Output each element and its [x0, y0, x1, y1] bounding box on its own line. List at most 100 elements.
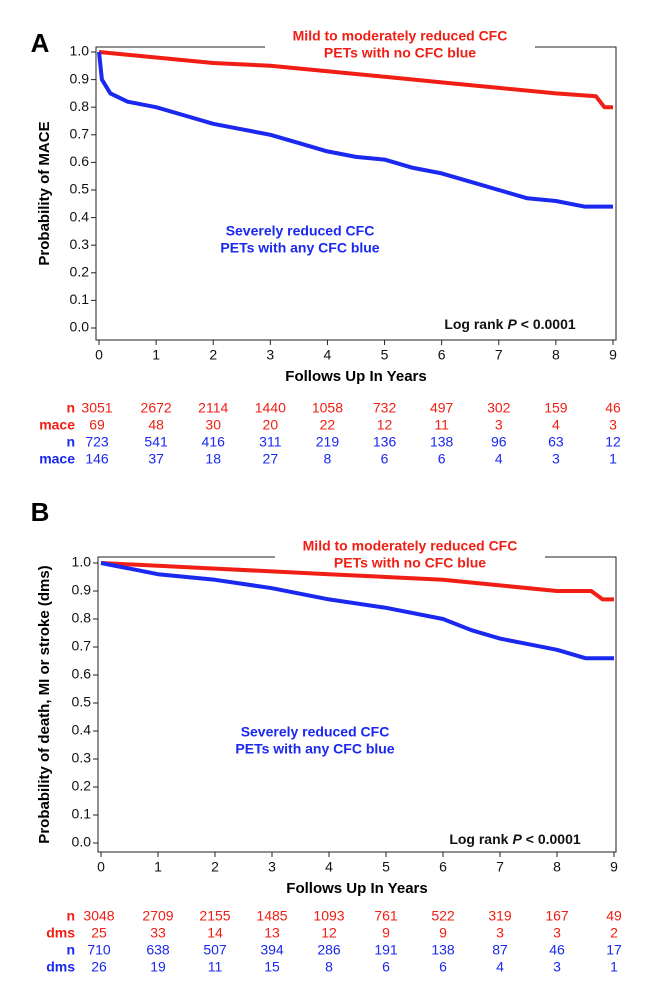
risk-value: 497: [430, 400, 454, 416]
risk-value: 522: [431, 908, 455, 924]
risk-value: 710: [87, 942, 111, 958]
risk-value: 8: [325, 959, 333, 975]
risk-row-label: n: [66, 942, 75, 958]
risk-value: 167: [545, 908, 569, 924]
annotation: Log rank P < 0.0001: [444, 316, 576, 332]
risk-value: 4: [552, 417, 560, 433]
y-tick-label: 0.1: [70, 291, 90, 307]
y-tick-label: 0.4: [72, 722, 92, 738]
x-tick-label: 5: [381, 347, 389, 363]
x-tick-label: 4: [324, 347, 332, 363]
x-axis-title: Follows Up In Years: [286, 880, 427, 897]
survival-curve: [98, 50, 613, 110]
risk-value: 6: [438, 451, 446, 467]
legend-label: Severely reduced CFC: [226, 223, 375, 239]
risk-value: 302: [487, 400, 511, 416]
risk-value: 1058: [312, 400, 343, 416]
risk-value: 6: [381, 451, 389, 467]
y-tick-label: 0.9: [72, 582, 92, 598]
legend-label: PETs with no CFC blue: [334, 555, 486, 571]
y-tick-label: 0.4: [70, 208, 90, 224]
y-axis-title: Probability of MACE: [36, 121, 53, 265]
risk-value: 761: [374, 908, 398, 924]
risk-value: 22: [320, 417, 336, 433]
annotation-part: P: [507, 316, 517, 332]
x-tick-label: 1: [152, 347, 160, 363]
risk-value: 9: [439, 925, 447, 941]
annotation-part: P: [512, 831, 522, 847]
risk-value: 507: [203, 942, 227, 958]
y-tick-label: 0.5: [72, 694, 92, 710]
y-tick-label: 0.5: [70, 181, 90, 197]
risk-value: 1440: [255, 400, 286, 416]
risk-value: 638: [146, 942, 170, 958]
risk-row-label: mace: [39, 451, 75, 467]
annotation-part: < 0.0001: [521, 316, 576, 332]
risk-value: 1485: [256, 908, 287, 924]
x-tick-label: 6: [439, 859, 447, 875]
risk-value: 4: [496, 959, 504, 975]
risk-value: 3: [553, 925, 561, 941]
risk-value: 96: [491, 434, 507, 450]
risk-value: 48: [148, 417, 164, 433]
risk-value: 17: [606, 942, 622, 958]
risk-value: 12: [321, 925, 337, 941]
x-tick-label: 0: [95, 347, 103, 363]
y-tick-label: 1.0: [70, 43, 90, 59]
x-tick-label: 7: [496, 859, 504, 875]
risk-value: 15: [264, 959, 280, 975]
risk-value: 13: [264, 925, 280, 941]
risk-value: 416: [202, 434, 226, 450]
risk-value: 394: [260, 942, 284, 958]
risk-value: 138: [431, 942, 455, 958]
legend-background: [265, 25, 535, 59]
risk-value: 2155: [199, 908, 230, 924]
survival-curve: [97, 51, 613, 209]
survival-curve: [100, 561, 614, 661]
risk-value: 26: [91, 959, 107, 975]
y-tick-label: 0.7: [70, 126, 90, 142]
risk-value: 3: [552, 451, 560, 467]
risk-row-label: dms: [46, 925, 75, 941]
y-axis-title: Probability of death, MI or stroke (dms): [36, 565, 53, 843]
risk-value: 46: [605, 400, 621, 416]
y-tick-label: 0.0: [72, 834, 92, 850]
risk-value: 2709: [142, 908, 173, 924]
risk-value: 6: [382, 959, 390, 975]
risk-value: 3048: [83, 908, 114, 924]
legend-label: PETs with no CFC blue: [324, 45, 476, 61]
y-tick-label: 0.0: [70, 319, 90, 335]
x-tick-label: 2: [209, 347, 217, 363]
x-tick-label: 1: [154, 859, 162, 875]
risk-value: 37: [148, 451, 164, 467]
x-tick-label: 5: [382, 859, 390, 875]
risk-value: 11: [208, 959, 223, 975]
y-tick-label: 0.8: [70, 98, 90, 114]
risk-value: 191: [374, 942, 398, 958]
risk-value: 49: [606, 908, 622, 924]
survival-curve: [100, 561, 614, 602]
risk-value: 286: [317, 942, 341, 958]
annotation-part: Log rank: [449, 831, 508, 847]
risk-value: 87: [492, 942, 508, 958]
x-tick-label: 9: [610, 859, 618, 875]
risk-value: 27: [263, 451, 279, 467]
risk-value: 19: [150, 959, 166, 975]
risk-value: 46: [549, 942, 565, 958]
y-tick-label: 0.9: [70, 70, 90, 86]
x-tick-label: 3: [266, 347, 274, 363]
risk-value: 3: [609, 417, 617, 433]
risk-value: 12: [377, 417, 393, 433]
risk-row-label: dms: [46, 959, 75, 975]
risk-value: 723: [85, 434, 109, 450]
risk-value: 25: [91, 925, 107, 941]
risk-value: 9: [382, 925, 390, 941]
risk-value: 159: [544, 400, 568, 416]
risk-value: 8: [324, 451, 332, 467]
panel-label: B: [31, 497, 50, 527]
legend-label: Mild to moderately reduced CFC: [293, 28, 508, 44]
risk-value: 12: [605, 434, 621, 450]
risk-value: 11: [434, 417, 449, 433]
y-tick-label: 0.6: [72, 666, 92, 682]
